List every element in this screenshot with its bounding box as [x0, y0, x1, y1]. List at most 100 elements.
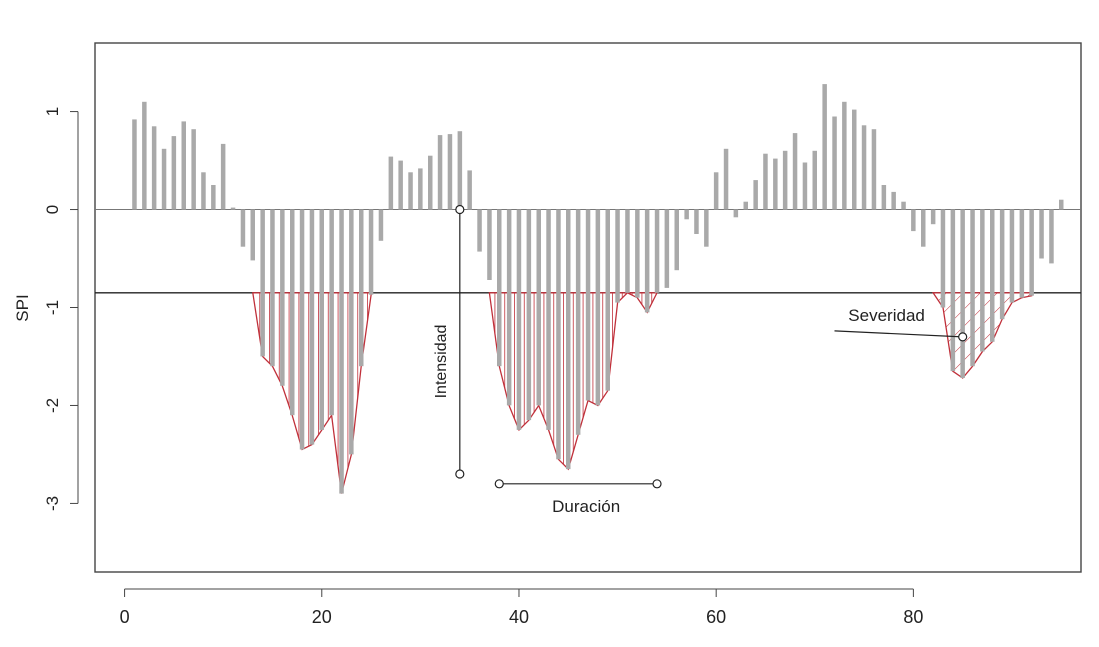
bar-82: [930, 209, 936, 225]
bar-44: [556, 209, 561, 460]
bar-3: [151, 126, 157, 210]
bar-77: [881, 185, 887, 210]
plot-frame: [94, 42, 1082, 573]
bar-11: [230, 207, 236, 210]
bar-23: [349, 209, 354, 455]
bar-27: [388, 156, 394, 210]
bar-56: [674, 209, 679, 271]
x-tick-label-40: 40: [509, 607, 529, 627]
bar-58: [694, 209, 699, 234]
bar-28: [398, 160, 403, 210]
bar-90: [1009, 209, 1015, 303]
y-tick-label-1: 0: [43, 205, 62, 214]
bar-21: [329, 209, 334, 416]
bar-70: [812, 150, 817, 210]
x-tick-label-20: 20: [312, 607, 332, 627]
bar-32: [437, 135, 443, 210]
bar-19: [309, 209, 315, 445]
bar-25: [368, 209, 374, 295]
bar-85: [960, 209, 965, 378]
severity-line: [834, 330, 963, 338]
bar-15: [270, 209, 275, 367]
bar-86: [970, 209, 975, 367]
bar-41: [526, 209, 532, 421]
bar-79: [901, 201, 906, 210]
bar-93: [1039, 209, 1044, 259]
y-tick-label-3: -2: [43, 398, 62, 413]
bar-14: [260, 209, 265, 357]
bar-55: [664, 209, 670, 288]
bar-43: [546, 209, 551, 430]
bar-91: [1019, 209, 1025, 298]
bar-64: [753, 180, 758, 210]
intensity-top-marker: [455, 204, 465, 215]
bar-92: [1029, 209, 1034, 296]
bar-12: [240, 209, 246, 247]
bar-72: [832, 116, 837, 210]
bar-65: [763, 153, 768, 210]
x-tick-label-80: 80: [903, 607, 923, 627]
bar-7: [191, 129, 196, 210]
bar-89: [999, 209, 1005, 320]
bar-50: [615, 209, 620, 303]
bar-69: [802, 162, 808, 210]
bar-36: [477, 209, 482, 252]
y-tick-label-4: -3: [43, 496, 62, 511]
bar-60: [713, 172, 719, 210]
bar-18: [299, 209, 305, 450]
bar-78: [891, 191, 896, 210]
bar-13: [250, 209, 255, 261]
bar-5: [171, 136, 177, 210]
x-tick-label-0: 0: [120, 607, 130, 627]
bar-71: [822, 84, 827, 210]
bar-24: [359, 209, 364, 367]
y-tick-label-2: -1: [43, 300, 62, 315]
bar-57: [684, 209, 689, 220]
intensity-label: Intensidad: [433, 325, 450, 399]
bar-95: [1059, 199, 1064, 210]
x-ticks: 0 20 40 60 80: [120, 589, 923, 627]
bar-61: [723, 148, 729, 210]
bar-80: [911, 209, 916, 232]
bar-2: [142, 101, 147, 210]
bar-68: [792, 133, 798, 210]
severity-label: Severidad: [848, 306, 925, 325]
duration-end-marker: [652, 479, 662, 489]
bar-62: [733, 209, 739, 218]
bars-group: [132, 84, 1064, 494]
bar-67: [782, 150, 788, 210]
bar-59: [704, 209, 709, 247]
x-tick-label-60: 60: [706, 607, 726, 627]
bar-31: [428, 155, 433, 210]
bar-22: [339, 209, 344, 494]
drought-area-2: [488, 292, 659, 471]
bar-87: [980, 209, 985, 352]
bar-16: [280, 209, 285, 386]
bar-35: [467, 170, 472, 210]
bar-53: [644, 209, 650, 313]
bar-76: [871, 129, 877, 210]
bar-9: [211, 185, 216, 210]
bar-4: [161, 148, 167, 210]
y-ticks: 1 0 -1 -2 -3: [43, 107, 78, 511]
bar-46: [575, 209, 581, 435]
bar-40: [516, 209, 522, 430]
bar-88: [990, 209, 995, 342]
annotations: Intensidad Duración Severidad: [433, 204, 968, 516]
bar-20: [319, 209, 324, 430]
bar-39: [506, 209, 512, 406]
bar-6: [181, 121, 186, 210]
bar-30: [418, 168, 423, 210]
bar-1: [132, 119, 137, 210]
bar-37: [487, 209, 492, 280]
bar-75: [861, 125, 867, 210]
bar-10: [220, 143, 226, 210]
duration-start-marker: [494, 479, 504, 489]
bar-94: [1049, 209, 1054, 264]
bar-66: [773, 158, 778, 210]
bar-52: [635, 209, 640, 298]
duration-label: Duración: [552, 497, 620, 516]
bar-33: [447, 134, 453, 210]
severity-marker: [958, 332, 968, 342]
